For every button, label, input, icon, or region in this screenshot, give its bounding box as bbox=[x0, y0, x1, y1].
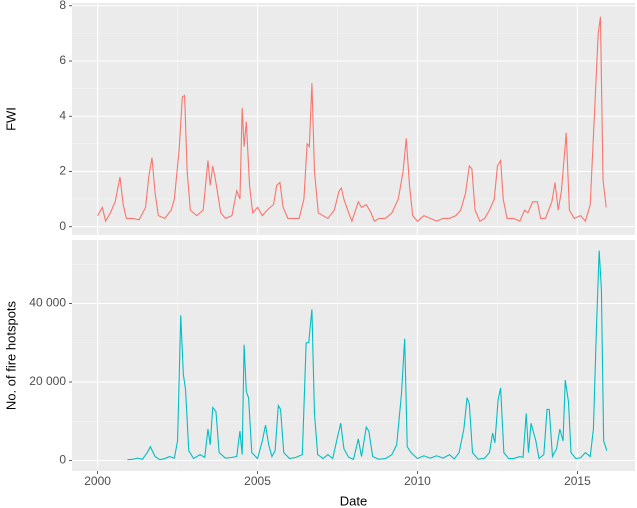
data-line bbox=[127, 250, 608, 461]
x-tick-label: 2005 bbox=[244, 474, 271, 488]
panel-background bbox=[72, 240, 635, 471]
y-axis-title: FWI bbox=[3, 107, 18, 131]
y-axis-title: No. of fire hotspots bbox=[3, 300, 18, 410]
data-line bbox=[97, 16, 607, 223]
x-axis-title: Date bbox=[340, 493, 367, 508]
y-tick-label: 0 bbox=[59, 219, 66, 233]
y-tick-label: 6 bbox=[59, 53, 66, 67]
y-tick-label: 0 bbox=[59, 453, 66, 467]
panel-background bbox=[72, 3, 635, 235]
y-tick-label: 20 000 bbox=[29, 374, 66, 388]
x-tick-label: 2000 bbox=[84, 474, 111, 488]
y-tick-label: 40 000 bbox=[29, 296, 66, 310]
y-tick-label: 2 bbox=[59, 164, 66, 178]
x-tick-label: 2010 bbox=[404, 474, 431, 488]
y-tick-label: 8 bbox=[59, 0, 66, 12]
x-tick-label: 2015 bbox=[564, 474, 591, 488]
y-tick-label: 4 bbox=[59, 108, 66, 122]
